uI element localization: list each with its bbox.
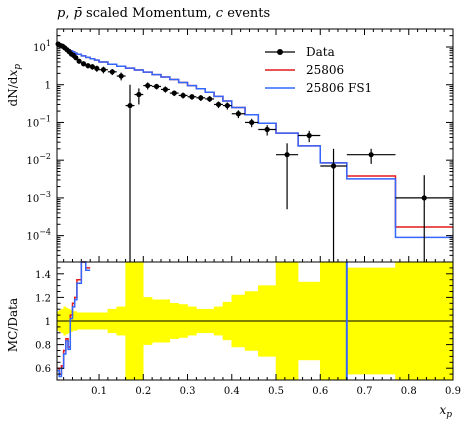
legend-label-25806-fs1: 25806 FS1 — [306, 81, 372, 95]
data-point — [235, 111, 242, 117]
x-tick-label: 0.4 — [224, 386, 240, 397]
legend-item-data: Data — [265, 45, 335, 59]
data-point — [264, 126, 270, 133]
legend: Data 25806 25806 FS1 — [265, 45, 372, 95]
legend-item-25806-fs1: 25806 FS1 — [265, 81, 372, 95]
ratio-panel: 0.6 0.8 1 1.2 1.4 0.1 0.2 0.3 0.4 0.5 0.6 0.7 0.8 0.9… — [6, 261, 461, 420]
data-point — [171, 90, 177, 96]
x-tick-label: 0.9 — [445, 386, 461, 397]
data-point — [76, 58, 82, 64]
main-y-tick-label: 10−4 — [26, 228, 51, 243]
data-point — [73, 55, 79, 61]
x-tick-label: 0.2 — [135, 386, 151, 397]
main-y-tick-label: 10−2 — [26, 152, 51, 167]
data-point — [207, 96, 213, 102]
data-point — [284, 152, 290, 158]
data-point — [224, 102, 230, 109]
series-line-25806 — [57, 42, 453, 228]
data-point — [145, 82, 151, 89]
data-point — [306, 132, 312, 139]
ratio-y-axis-label: MC/Data — [6, 298, 20, 352]
x-tick-label: 0.3 — [180, 386, 196, 397]
data-point — [136, 91, 142, 98]
data-point — [162, 86, 169, 93]
main-panel: 101 1 10−1 10−2 10−3 10−4 dN/dxp — [6, 28, 454, 263]
main-y-axis-label: dN/dxp — [6, 64, 23, 107]
main-y-tick-label: 10−1 — [26, 114, 51, 129]
main-y-tick-label: 10−3 — [26, 190, 51, 205]
ratio-y-tick-label: 0.8 — [35, 341, 51, 352]
data-point — [80, 61, 87, 67]
data-point — [249, 119, 255, 126]
data-point — [127, 102, 133, 109]
data-point — [85, 63, 91, 69]
ratio-line-25806-fs1 — [57, 261, 91, 378]
data-point — [109, 69, 115, 75]
data-point — [421, 195, 427, 201]
ratio-y-tick-label: 0.6 — [35, 364, 51, 375]
legend-item-25806: 25806 — [265, 63, 344, 77]
data-point — [330, 163, 337, 169]
ratio-y-tick-label: 1.4 — [35, 270, 51, 281]
data-point — [89, 64, 95, 70]
x-tick-label: 0.7 — [357, 386, 373, 397]
data-point — [100, 67, 107, 73]
chart-title: p, p̄ scaled Momentum, c events — [57, 6, 270, 21]
x-tick-label: 0.1 — [91, 386, 107, 397]
x-axis-label: xp — [439, 403, 452, 420]
main-y-tick-label: 1 — [45, 81, 51, 92]
ratio-y-tick-label: 1 — [45, 317, 51, 328]
legend-label-25806: 25806 — [306, 63, 344, 77]
data-point — [189, 94, 195, 100]
data-point — [180, 92, 186, 99]
data-point — [153, 83, 160, 90]
data-point — [198, 95, 204, 101]
data-point — [368, 152, 374, 158]
data-point — [118, 73, 124, 79]
legend-label-data: Data — [306, 45, 335, 59]
x-tick-label: 0.8 — [401, 386, 417, 397]
series-line-25806-fs1 — [57, 42, 453, 239]
data-point — [94, 65, 100, 72]
ratio-y-tick-label: 1.2 — [35, 293, 51, 304]
x-tick-label: 0.6 — [312, 386, 328, 397]
x-tick-label: 0.5 — [268, 386, 284, 397]
data-point — [215, 101, 222, 108]
main-y-tick-label: 101 — [33, 39, 51, 54]
